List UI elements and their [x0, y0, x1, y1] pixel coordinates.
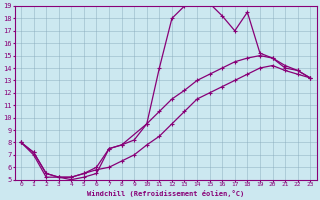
- X-axis label: Windchill (Refroidissement éolien,°C): Windchill (Refroidissement éolien,°C): [87, 190, 244, 197]
